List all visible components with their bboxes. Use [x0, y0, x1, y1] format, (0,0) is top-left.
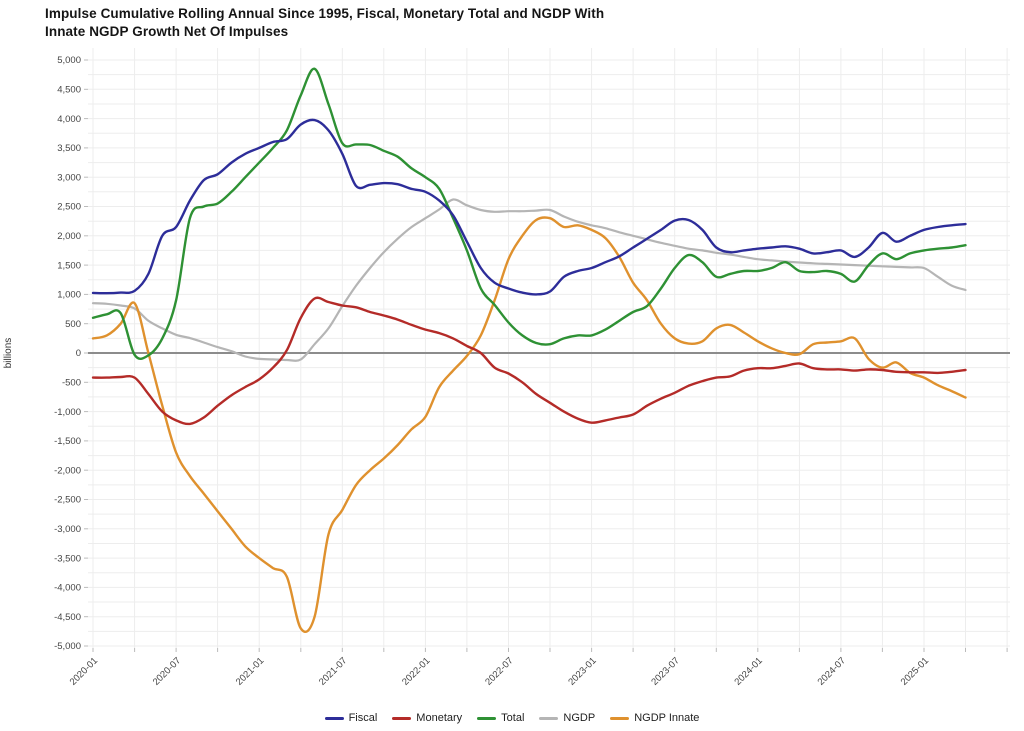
y-tick-label: 0	[76, 348, 81, 359]
x-tick-label: 2024-07	[816, 655, 848, 687]
y-tick-label: 5,000	[57, 55, 81, 66]
x-tick-label: 2022-01	[400, 655, 432, 687]
y-tick-label: -2,500	[54, 495, 81, 506]
chart-title: Impulse Cumulative Rolling Annual Since …	[45, 5, 604, 41]
chart-plot-area: -5,000 -4,500 -4,000 -3,500 -3,000 -2,500 -2,0…	[3, 48, 1010, 688]
legend-item-monetary: Monetary	[392, 712, 462, 724]
x-tick-label: 2021-07	[317, 655, 349, 687]
axis-ticks	[84, 59, 1008, 652]
y-axis-label: billions	[3, 338, 14, 369]
y-tick-label: 3,000	[57, 172, 81, 183]
y-tick-label: 2,500	[57, 202, 81, 213]
legend-item-ngdp: NGDP	[539, 712, 595, 724]
y-tick-label: -500	[62, 378, 81, 389]
legend-label: Fiscal	[348, 712, 378, 724]
h-gridlines	[88, 59, 1010, 647]
x-tick-label: 2020-07	[151, 655, 183, 687]
y-tick-label: 4,500	[57, 85, 81, 96]
series-lines	[91, 67, 967, 633]
series-line-ngdp-innate	[91, 216, 967, 633]
chart-title-line2: Innate NGDP Growth Net Of Impulses	[45, 23, 289, 39]
series-line-fiscal	[91, 118, 967, 296]
x-tick-label: 2025-01	[899, 655, 931, 687]
legend-label: NGDP Innate	[634, 712, 700, 724]
x-tick-label: 2020-01	[68, 655, 100, 687]
x-tick-label: 2021-01	[234, 655, 266, 687]
y-tick-label: 500	[65, 319, 81, 330]
series-line-monetary	[91, 296, 967, 426]
series-line-ngdp	[91, 198, 967, 362]
legend-item-fiscal: Fiscal	[324, 712, 378, 724]
legend-swatch	[610, 716, 630, 720]
legend-label: Total	[501, 712, 525, 724]
y-tick-label: -3,000	[54, 524, 81, 535]
chart-title-line1: Impulse Cumulative Rolling Annual Since …	[45, 6, 605, 21]
legend: Fiscal Monetary Total NGDP NGDP Innate	[0, 712, 1024, 724]
y-tick-label: -1,000	[54, 407, 81, 418]
x-tick-label: 2022-07	[483, 655, 515, 687]
y-tick-label: -3,500	[54, 553, 81, 564]
y-tick-label: 1,500	[57, 260, 81, 271]
legend-swatch	[539, 716, 559, 720]
y-tick-label: -4,500	[54, 612, 81, 623]
x-tick-label: 2023-01	[566, 655, 598, 687]
legend-item-total: Total	[477, 712, 524, 724]
y-tick-label: -4,000	[54, 583, 81, 594]
y-tick-label: 2,000	[57, 231, 81, 242]
y-tick-labels: -5,000 -4,500 -4,000 -3,500 -3,000 -2,500 -2,0…	[54, 55, 81, 652]
legend-item-ngdp-innate: NGDP Innate	[610, 712, 699, 724]
legend-label: NGDP	[563, 712, 596, 724]
x-tick-label: 2024-01	[732, 655, 764, 687]
y-tick-label: 1,000	[57, 290, 81, 301]
y-tick-label: 4,000	[57, 114, 81, 125]
y-tick-label: 3,500	[57, 143, 81, 154]
legend-swatch	[392, 716, 412, 720]
x-tick-labels: 2020-01 2020-07 2021-01 2021-07 2022-01 2022-…	[68, 655, 931, 687]
y-tick-label: -2,000	[54, 465, 81, 476]
legend-swatch	[477, 716, 497, 720]
legend-swatch	[324, 716, 344, 720]
legend-label: Monetary	[416, 712, 463, 724]
x-tick-label: 2023-07	[649, 655, 681, 687]
y-tick-label: -1,500	[54, 436, 81, 447]
series-line-total	[91, 67, 967, 360]
y-tick-label: -5,000	[54, 641, 81, 652]
